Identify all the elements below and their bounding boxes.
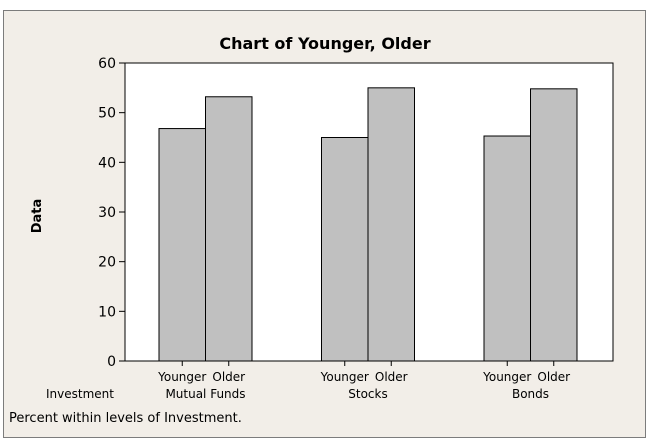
- x-axis-labels: Younger Older Mutual Funds Younger Older Stoc…: [157, 370, 570, 401]
- y-tick-label: 0: [107, 354, 116, 370]
- bar-younger-bonds: [483, 135, 531, 362]
- group-variable-label: Investment: [46, 387, 114, 401]
- y-tick-label: 50: [98, 106, 116, 122]
- bars: [158, 87, 578, 366]
- y-tick-label: 20: [98, 255, 116, 271]
- group-label: Bonds: [512, 387, 549, 401]
- bar-younger-mutual-funds: [158, 128, 206, 362]
- bar-older-stocks: [367, 87, 415, 362]
- series-label: Older: [212, 370, 245, 384]
- y-tick-label: 40: [98, 155, 116, 171]
- chart-title: Chart of Younger, Older: [219, 34, 430, 53]
- group-label: Mutual Funds: [165, 387, 245, 401]
- y-axis-label: Data: [30, 199, 45, 234]
- y-tick-label: 10: [98, 304, 116, 320]
- bar-younger-stocks: [321, 137, 369, 362]
- series-label: Younger: [320, 370, 369, 384]
- group-label: Stocks: [348, 387, 387, 401]
- series-label: Younger: [482, 370, 531, 384]
- y-axis: 0 10 20 30 40 50 60: [98, 56, 125, 370]
- series-label: Older: [375, 370, 408, 384]
- series-label: Older: [537, 370, 570, 384]
- series-label: Younger: [157, 370, 206, 384]
- bar-older-bonds: [530, 88, 578, 362]
- y-tick-label: 60: [98, 56, 116, 72]
- footnote: Percent within levels of Investment.: [9, 411, 242, 426]
- y-tick-label: 30: [98, 205, 116, 221]
- bar-older-mutual-funds: [205, 96, 253, 362]
